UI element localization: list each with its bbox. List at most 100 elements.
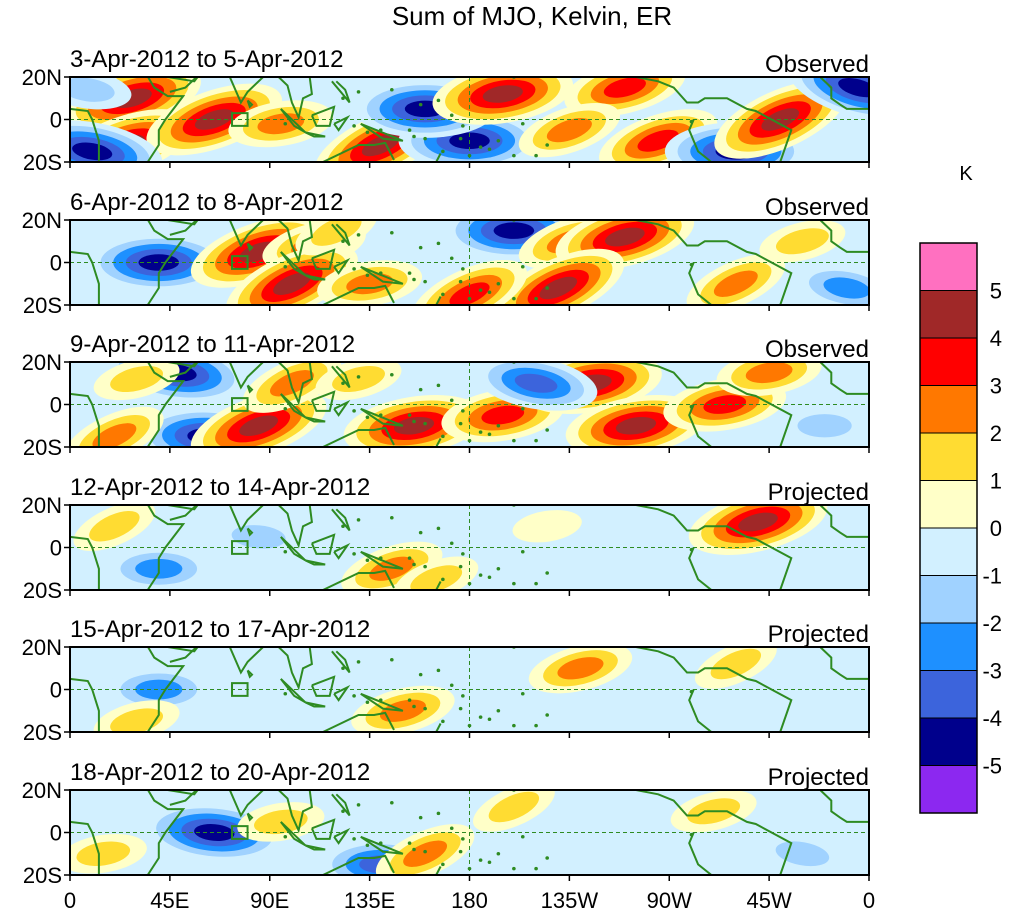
anomaly-contour	[637, 129, 679, 152]
colorbar-swatch	[919, 527, 978, 576]
island	[496, 851, 501, 856]
island	[356, 803, 361, 807]
anomaly-contour	[70, 77, 115, 102]
anomaly-contour	[838, 78, 869, 98]
y-tick-label: 20N	[22, 208, 62, 233]
island	[449, 256, 454, 261]
island	[496, 708, 501, 713]
colorbar-frame	[919, 242, 978, 814]
anomaly-contour	[138, 254, 180, 271]
island	[520, 406, 525, 411]
island	[412, 419, 416, 424]
island	[436, 811, 441, 816]
island	[534, 581, 538, 586]
coastline	[360, 265, 404, 285]
coastline	[435, 581, 442, 590]
coastlines	[70, 362, 869, 447]
island	[487, 290, 492, 295]
island	[436, 241, 441, 246]
coastline	[331, 650, 351, 674]
island	[365, 273, 370, 278]
colorbar-swatch	[919, 717, 978, 766]
island	[423, 279, 427, 284]
anomaly-contour	[72, 142, 113, 161]
anomaly-contour	[615, 416, 657, 435]
island	[461, 552, 465, 556]
island	[458, 421, 463, 426]
island	[512, 581, 516, 586]
coastline	[167, 505, 199, 521]
anomaly-contour	[481, 405, 525, 425]
coastline	[226, 505, 317, 549]
coastline	[331, 223, 351, 247]
island	[441, 577, 445, 582]
panel: 20N 0 20S 15-Apr-2012 to 17-Apr-2012 Project…	[22, 616, 870, 745]
anomaly-contour	[512, 510, 582, 543]
y-tick-label: 20N	[22, 350, 62, 375]
panel-kind: Observed	[765, 194, 869, 221]
coastline	[310, 818, 336, 840]
island	[378, 271, 383, 275]
x-tick-label: 90E	[250, 888, 289, 913]
island	[461, 124, 465, 128]
coastline	[167, 790, 199, 806]
island	[352, 837, 356, 841]
island	[545, 571, 549, 575]
island	[512, 438, 516, 443]
island	[520, 549, 525, 554]
y-tick-label: 20S	[23, 293, 62, 318]
coastline	[333, 827, 351, 845]
anomaly-contour	[273, 272, 311, 295]
coastline	[304, 701, 326, 708]
island	[365, 415, 370, 420]
coastline	[331, 508, 351, 532]
island	[365, 700, 370, 705]
x-tick-label: 90W	[647, 888, 692, 913]
anomaly-contour	[493, 222, 535, 239]
anomaly-contour	[194, 824, 235, 841]
figure-title: Sum of MJO, Kelvin, ER	[392, 1, 672, 31]
coastline	[246, 669, 254, 679]
coastline	[226, 362, 317, 406]
panel: 20N 0 20S 18-Apr-2012 to 20-Apr-2012 Project…	[22, 759, 870, 888]
coastline	[333, 684, 351, 702]
coastline	[435, 866, 442, 875]
anomaly-contour	[135, 679, 183, 700]
island	[356, 518, 361, 522]
island	[356, 660, 361, 664]
coastline	[688, 404, 713, 447]
coastline	[280, 251, 306, 277]
anomaly-contour	[410, 565, 463, 590]
island	[496, 281, 501, 286]
colorbar-tick-label: -2	[982, 611, 1002, 636]
coastline	[310, 675, 336, 697]
island	[689, 404, 694, 409]
island	[356, 90, 361, 94]
anomaly-contour	[590, 541, 660, 575]
y-tick-label: 20N	[22, 65, 62, 90]
coastline	[435, 723, 442, 732]
coastline	[246, 527, 254, 537]
y-tick-label: 0	[50, 251, 62, 276]
coastline	[322, 426, 395, 447]
anomaly-contour	[257, 113, 305, 135]
island	[512, 723, 516, 728]
colorbar-swatch	[919, 575, 978, 624]
island	[418, 245, 423, 250]
coastline	[333, 257, 351, 275]
x-tick-label: 135E	[344, 888, 395, 913]
coastline	[304, 844, 326, 851]
island	[461, 409, 465, 413]
colorbar-swatch	[919, 480, 978, 529]
island	[520, 121, 525, 126]
island	[689, 689, 694, 694]
coastline	[322, 854, 395, 875]
coastline	[688, 119, 713, 162]
island	[478, 288, 483, 292]
colorbar-tick-label: -3	[982, 659, 1002, 684]
island	[436, 668, 441, 673]
coastline	[280, 678, 306, 704]
island	[407, 841, 412, 845]
island	[341, 809, 345, 814]
island	[534, 153, 538, 158]
